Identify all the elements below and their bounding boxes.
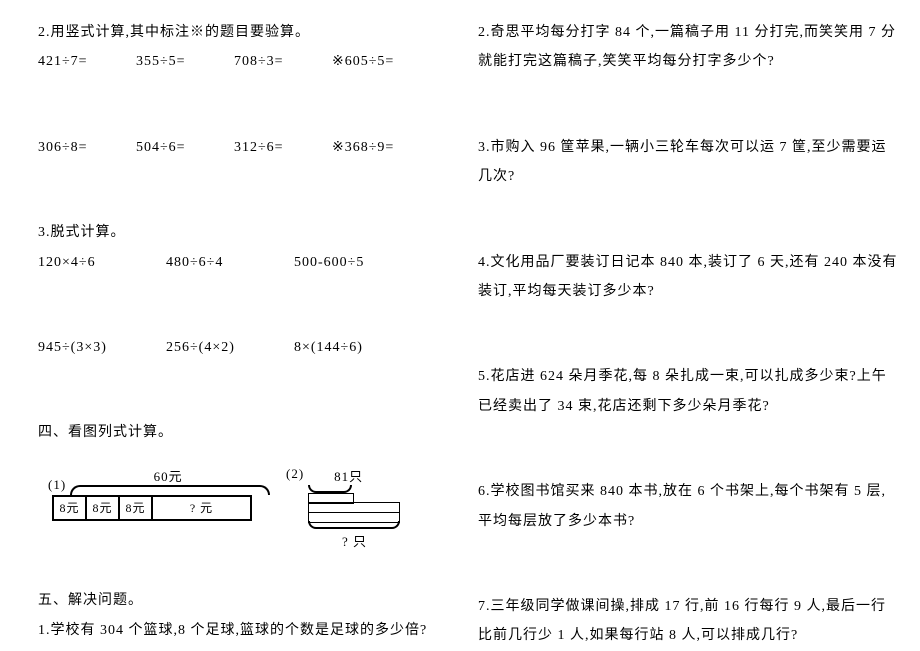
rq5: 5.花店进 624 朵月季花,每 8 朵扎成一束,可以扎成多少束?上午已经卖出了…: [478, 362, 900, 421]
expr: 421÷7=: [38, 47, 136, 76]
q2-row2: 306÷8= 504÷6= 312÷6= ※368÷9=: [38, 133, 442, 162]
brace-icon: [70, 485, 270, 495]
figure-1: (1) 60元 8元 8元 8元 ? 元: [48, 466, 258, 521]
expr: ※368÷9=: [332, 133, 394, 162]
fig1-cell: ? 元: [153, 497, 250, 519]
q2-row1: 421÷7= 355÷5= 708÷3= ※605÷5=: [38, 47, 442, 76]
brace-icon: [308, 521, 400, 529]
brace-icon: [308, 485, 352, 493]
fig2-bottom: ? 只: [342, 531, 406, 550]
expr: ※605÷5=: [332, 47, 394, 76]
expr: 945÷(3×3): [38, 333, 166, 362]
fig1-cell: 8元: [54, 497, 87, 519]
rq3: 3.市购入 96 筐苹果,一辆小三轮车每次可以运 7 筐,至少需要运几次?: [478, 133, 900, 192]
expr: 306÷8=: [38, 133, 136, 162]
q3-row1: 120×4÷6 480÷6÷4 500-600÷5: [38, 248, 442, 277]
expr: 355÷5=: [136, 47, 234, 76]
fig2-bars: [308, 493, 406, 523]
expr: 312÷6=: [234, 133, 332, 162]
rq6: 6.学校图书馆买来 840 本书,放在 6 个书架上,每个书架有 5 层,平均每…: [478, 477, 900, 536]
expr: 708÷3=: [234, 47, 332, 76]
q3-title: 3.脱式计算。: [38, 218, 442, 247]
fig1-total: 60元: [66, 466, 270, 485]
rq7: 7.三年级同学做课间操,排成 17 行,前 16 行每行 9 人,最后一行比前几…: [478, 592, 900, 651]
figures: (1) 60元 8元 8元 8元 ? 元: [48, 466, 442, 551]
right-column: 2.奇思平均每分打字 84 个,一篇稿子用 11 分打完,而笑笑用 7 分就能打…: [460, 0, 920, 651]
fig1-cell: 8元: [87, 497, 120, 519]
fig2-num: (2): [286, 466, 304, 485]
expr: 120×4÷6: [38, 248, 166, 277]
q2-title: 2.用竖式计算,其中标注※的题目要验算。: [38, 18, 442, 47]
fig1-num: (1): [48, 477, 66, 493]
rq4: 4.文化用品厂要装订日记本 840 本,装订了 6 天,还有 240 本没有装订…: [478, 248, 900, 307]
expr: 504÷6=: [136, 133, 234, 162]
fig1-bar: 8元 8元 8元 ? 元: [52, 495, 252, 521]
expr: 500-600÷5: [294, 248, 364, 277]
expr: 8×(144÷6): [294, 333, 363, 362]
expr: 480÷6÷4: [166, 248, 294, 277]
rq2: 2.奇思平均每分打字 84 个,一篇稿子用 11 分打完,而笑笑用 7 分就能打…: [478, 18, 900, 77]
expr: 256÷(4×2): [166, 333, 294, 362]
figure-2: (2) 81只 ? 只: [286, 466, 406, 551]
fig2-top: 81只: [334, 466, 363, 485]
q5-1: 1.学校有 304 个篮球,8 个足球,篮球的个数是足球的多少倍?: [38, 616, 442, 645]
left-column: 2.用竖式计算,其中标注※的题目要验算。 421÷7= 355÷5= 708÷3…: [0, 0, 460, 651]
section4-title: 四、看图列式计算。: [38, 418, 442, 447]
fig1-cell: 8元: [120, 497, 153, 519]
section5-title: 五、解决问题。: [38, 586, 442, 615]
q3-row2: 945÷(3×3) 256÷(4×2) 8×(144÷6): [38, 333, 442, 362]
